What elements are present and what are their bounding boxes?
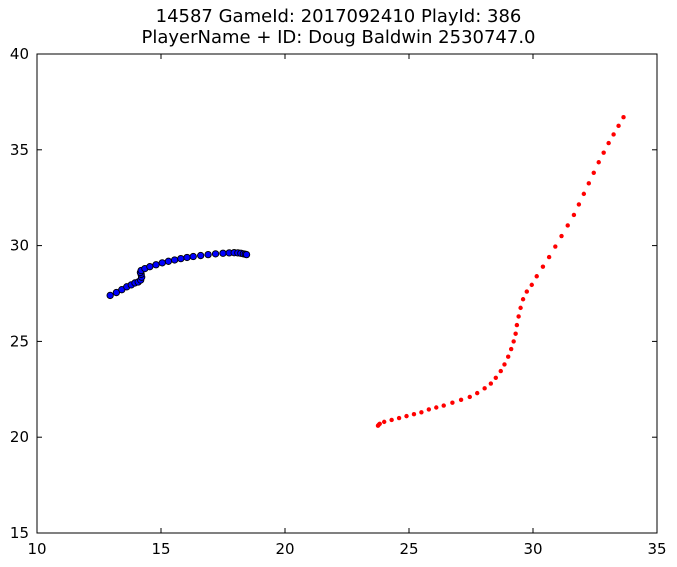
- data-point: [475, 390, 480, 396]
- data-point: [441, 403, 446, 408]
- data-point: [518, 305, 523, 311]
- data-point: [493, 375, 498, 380]
- data-point: [426, 407, 432, 412]
- y-tick-label: 25: [10, 332, 29, 350]
- x-tick-label: 35: [647, 540, 666, 558]
- data-point: [189, 252, 197, 261]
- x-tick-label: 10: [27, 540, 46, 558]
- data-point: [482, 386, 487, 391]
- chart-title-block: 14587 GameId: 2017092410 PlayId: 386 Pla…: [0, 6, 677, 48]
- data-point: [197, 251, 205, 260]
- data-point: [553, 244, 558, 249]
- data-point: [529, 282, 534, 288]
- data-point: [506, 354, 511, 359]
- data-point: [576, 202, 582, 207]
- data-point: [164, 257, 173, 265]
- data-point: [534, 274, 539, 279]
- data-point: [183, 253, 191, 262]
- data-point: [616, 123, 621, 129]
- data-point: [404, 413, 409, 419]
- y-tick-label: 40: [10, 45, 29, 63]
- data-point: [396, 415, 402, 421]
- x-tick-label: 30: [523, 540, 542, 558]
- data-point: [152, 261, 160, 269]
- data-point: [204, 250, 212, 259]
- data-point: [377, 421, 382, 426]
- data-point: [419, 410, 424, 415]
- data-point: [389, 417, 394, 423]
- data-point: [106, 291, 114, 300]
- data-point: [211, 250, 220, 258]
- data-point: [434, 405, 439, 410]
- x-tick-label: 20: [275, 540, 294, 558]
- data-point: [170, 256, 179, 264]
- x-tick-label: 25: [399, 540, 418, 558]
- data-point: [112, 288, 121, 297]
- data-point: [540, 264, 546, 269]
- data-point: [513, 331, 518, 336]
- data-point: [565, 223, 570, 228]
- data-point: [450, 400, 455, 405]
- data-point: [606, 140, 611, 146]
- data-point: [177, 254, 185, 263]
- data-point: [158, 259, 166, 267]
- data-point: [508, 346, 514, 352]
- data-point: [520, 297, 526, 302]
- data-point: [242, 250, 251, 259]
- data-point: [581, 191, 587, 197]
- data-point: [559, 233, 564, 239]
- data-point: [382, 419, 387, 425]
- data-point: [458, 397, 464, 403]
- data-point: [502, 362, 507, 367]
- y-tick-label: 35: [10, 141, 29, 159]
- points-layer: [106, 115, 626, 428]
- data-point: [571, 212, 577, 218]
- y-tick-label: 30: [10, 237, 29, 255]
- chart-subtitle: PlayerName + ID: Doug Baldwin 2530747.0: [141, 27, 536, 48]
- data-point: [411, 412, 417, 417]
- data-point: [514, 322, 520, 328]
- data-point: [596, 160, 601, 165]
- data-point: [621, 115, 626, 120]
- data-point: [467, 394, 472, 400]
- data-point: [498, 368, 503, 374]
- chart-title: 14587 GameId: 2017092410 PlayId: 386: [155, 6, 522, 27]
- data-point: [219, 249, 227, 257]
- data-point: [591, 170, 596, 175]
- data-point: [516, 314, 521, 319]
- x-tick-label: 15: [151, 540, 170, 558]
- data-point: [601, 150, 606, 155]
- data-point: [524, 289, 529, 294]
- data-point: [511, 339, 516, 344]
- data-point: [146, 263, 154, 271]
- y-tick-label: 15: [10, 524, 29, 542]
- data-point: [546, 254, 552, 260]
- y-tick-label: 20: [10, 428, 29, 446]
- data-point: [586, 181, 591, 186]
- data-point: [488, 381, 494, 386]
- plot-frame: [36, 53, 658, 534]
- data-point: [611, 132, 616, 137]
